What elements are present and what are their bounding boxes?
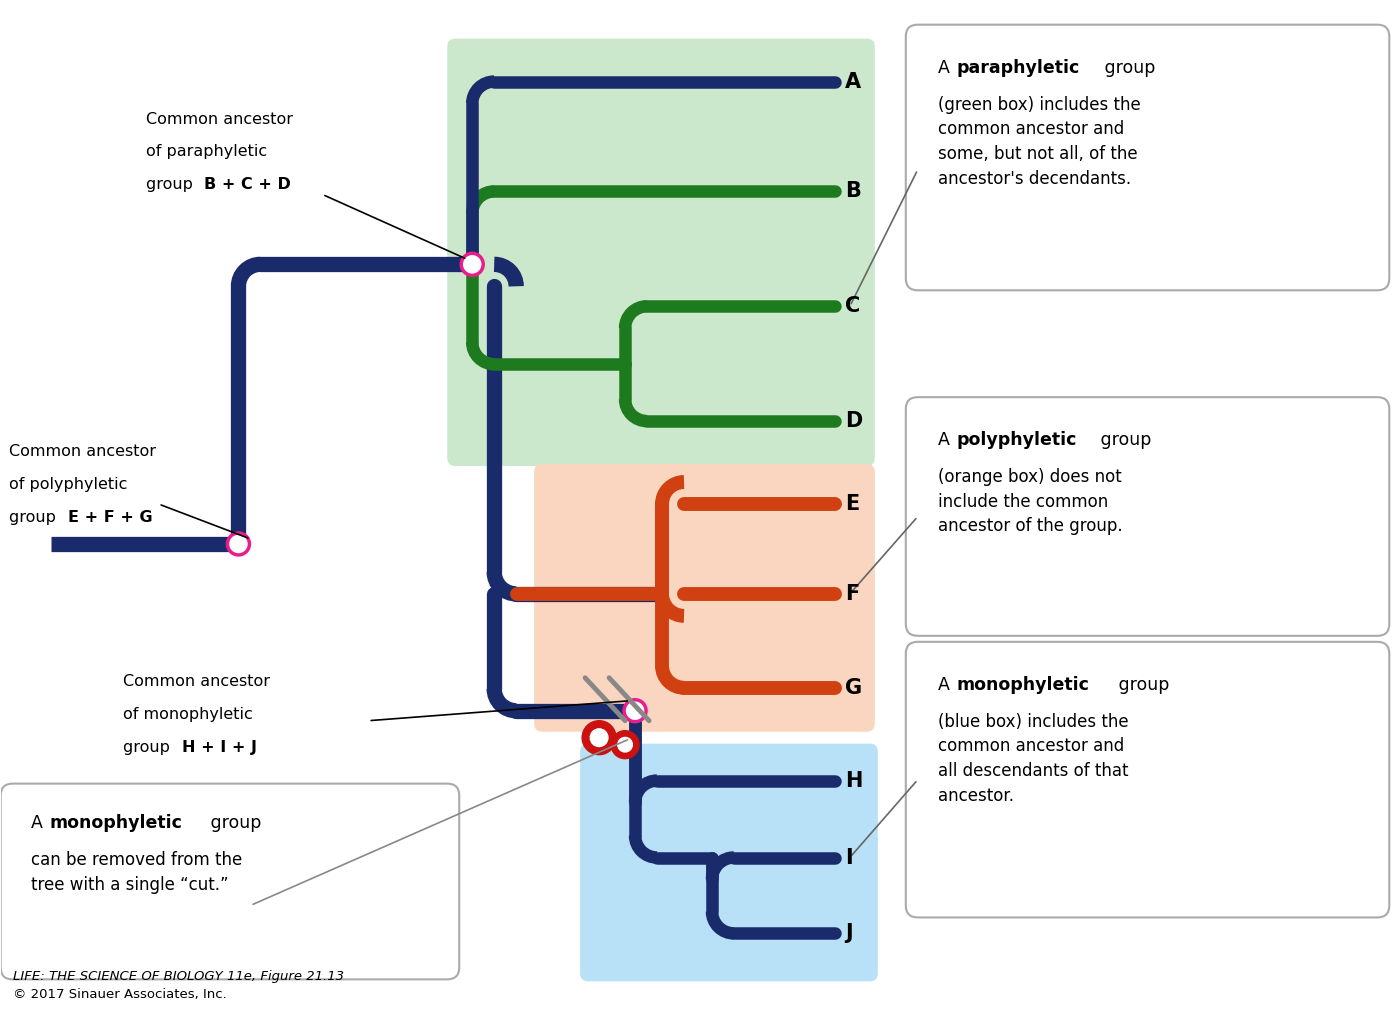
Text: group: group [146,178,197,192]
Text: (green box) includes the
common ancestor and
some, but not all, of the
ancestor': (green box) includes the common ancestor… [938,96,1141,188]
Text: B: B [844,182,861,201]
Text: group: group [8,510,60,525]
Text: of paraphyletic: of paraphyletic [146,144,266,160]
Text: group: group [1095,431,1151,449]
FancyBboxPatch shape [906,642,1389,917]
FancyBboxPatch shape [580,744,878,981]
FancyBboxPatch shape [447,39,875,466]
Circle shape [617,738,633,752]
Text: group: group [206,814,262,831]
Text: © 2017 Sinauer Associates, Inc.: © 2017 Sinauer Associates, Inc. [13,989,227,1002]
Text: can be removed from the
tree with a single “cut.”: can be removed from the tree with a sing… [31,850,242,893]
Text: B + C + D: B + C + D [204,178,291,192]
Text: E + F + G: E + F + G [67,510,153,525]
Text: G: G [844,678,862,698]
Text: E: E [844,494,860,514]
Text: (orange box) does not
include the common
ancestor of the group.: (orange box) does not include the common… [938,468,1123,535]
Text: monophyletic: monophyletic [956,676,1089,694]
Text: D: D [844,411,862,431]
Circle shape [227,533,249,555]
Text: F: F [844,584,860,604]
Text: (blue box) includes the
common ancestor and
all descendants of that
ancestor.: (blue box) includes the common ancestor … [938,712,1128,805]
Circle shape [582,720,616,755]
FancyBboxPatch shape [535,464,875,732]
Circle shape [461,253,483,275]
Text: C: C [844,297,860,316]
Text: A: A [938,676,955,694]
Text: A: A [938,431,955,449]
Text: J: J [844,924,853,944]
Circle shape [624,700,645,721]
Text: A: A [844,71,861,91]
Text: group: group [1113,676,1169,694]
Text: H + I + J: H + I + J [182,740,256,755]
Text: Common ancestor: Common ancestor [123,674,270,689]
Text: of polyphyletic: of polyphyletic [8,478,127,492]
Text: monophyletic: monophyletic [49,814,182,831]
FancyBboxPatch shape [906,397,1389,636]
Text: H: H [844,770,862,790]
Text: group: group [123,740,175,755]
Text: Common ancestor: Common ancestor [146,112,293,127]
Text: paraphyletic: paraphyletic [956,59,1079,76]
Text: group: group [1099,59,1155,76]
Text: of monophyletic: of monophyletic [123,707,252,721]
Text: A: A [938,59,955,76]
FancyBboxPatch shape [906,24,1389,291]
Text: A: A [31,814,48,831]
Text: I: I [844,847,853,868]
Text: polyphyletic: polyphyletic [956,431,1077,449]
Text: Common ancestor: Common ancestor [8,444,155,459]
FancyBboxPatch shape [0,783,459,979]
Text: LIFE: THE SCIENCE OF BIOLOGY 11e, Figure 21.13: LIFE: THE SCIENCE OF BIOLOGY 11e, Figure… [13,970,343,983]
Circle shape [591,728,608,747]
Circle shape [610,731,638,759]
